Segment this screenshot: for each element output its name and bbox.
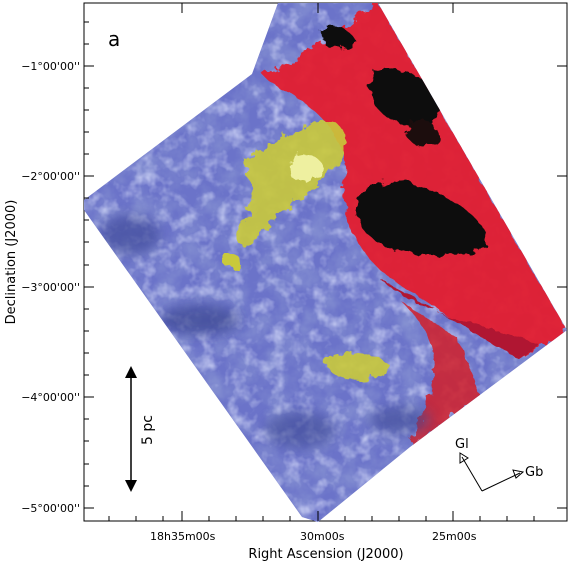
y-axis-ticks xyxy=(84,21,567,509)
gl-label: Gl xyxy=(455,437,469,452)
arrow-down-icon xyxy=(125,480,137,492)
scale-bar-label: 5 pc xyxy=(140,415,156,445)
gb-arrow-icon xyxy=(512,469,525,479)
x-axis-ticks xyxy=(108,3,535,521)
y-tick-label-3: −3°00'00'' xyxy=(21,281,80,294)
gb-label: Gb xyxy=(525,465,543,480)
x-axis-title: Right Ascension (J2000) xyxy=(248,547,403,562)
x-tick-label-2: 30m00s xyxy=(300,530,345,543)
panel-label: a xyxy=(108,27,120,51)
y-tick-label-2: −2°00'00'' xyxy=(21,170,80,183)
gl-arrow-icon xyxy=(459,452,469,464)
x-tick-label-1: 18h35m00s xyxy=(150,530,216,543)
arrow-up-icon xyxy=(125,366,137,378)
galactic-compass: Gl Gb xyxy=(455,437,543,492)
y-tick-label-1: −1°00'00'' xyxy=(21,60,80,73)
y-axis-title: Declination (J2000) xyxy=(4,200,19,325)
x-tick-label-3: 25m00s xyxy=(432,530,477,543)
scale-bar: 5 pc xyxy=(125,366,156,492)
y-tick-label-5: −5°00'00'' xyxy=(21,502,80,515)
y-tick-label-4: −4°00'00'' xyxy=(21,391,80,404)
